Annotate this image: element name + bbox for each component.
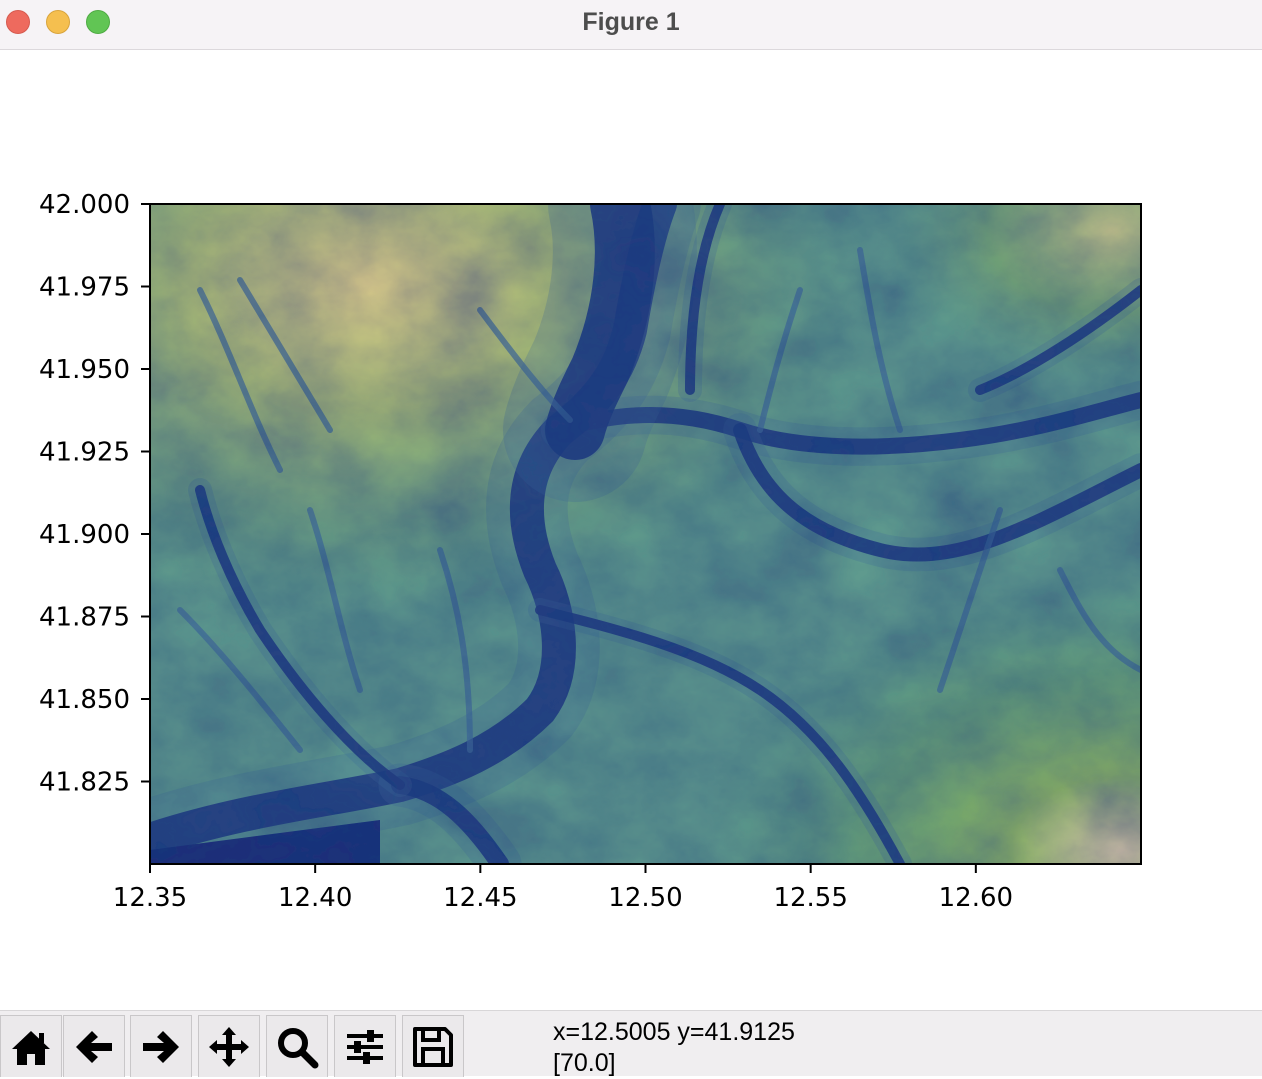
back-button[interactable] — [63, 1015, 125, 1077]
x-tick-label: 12.60 — [939, 883, 1013, 913]
minimize-window-button[interactable] — [46, 10, 70, 34]
heatmap-plot[interactable]: 12.35 12.40 12.45 12.50 12.55 12.60 42.000 41.… — [0, 50, 1262, 1010]
configure-subplots-button[interactable] — [334, 1015, 396, 1077]
valley-slope — [503, 204, 697, 502]
x-tick-label: 12.55 — [773, 883, 847, 913]
tributary — [437, 547, 473, 753]
y-tick-label: 41.975 — [39, 273, 130, 303]
tributary — [937, 507, 1003, 693]
tributary — [757, 287, 803, 433]
valley-slope — [528, 598, 912, 864]
y-tick-label: 41.950 — [39, 355, 130, 385]
home-button[interactable] — [0, 1015, 62, 1077]
y-tick-label: 41.925 — [39, 438, 130, 468]
tributary — [177, 607, 303, 753]
valley-slope — [678, 204, 732, 402]
arrow-left-icon — [76, 1030, 112, 1063]
y-axis: 42.000 41.975 41.950 41.925 41.900 41.875 41.8… — [39, 190, 150, 798]
floppy-disk-icon — [413, 1026, 453, 1067]
valley-slope — [723, 413, 1141, 572]
x-tick-label: 12.35 — [113, 883, 187, 913]
title-bar: Figure 1 — [0, 0, 1262, 50]
figure-canvas[interactable]: 12.35 12.40 12.45 12.50 12.55 12.60 42.000 41.… — [0, 50, 1262, 1010]
y-tick-label: 41.875 — [39, 603, 130, 633]
forward-button[interactable] — [130, 1015, 192, 1077]
tributary — [1057, 567, 1141, 673]
y-tick-label: 41.825 — [39, 768, 130, 798]
cursor-readout: x=12.5005 y=41.9125 [70.0] — [553, 1017, 795, 1079]
tributary — [307, 507, 363, 693]
valley-slope — [188, 478, 412, 797]
cursor-value: [70.0] — [553, 1049, 616, 1077]
navigation-toolbar: x=12.5005 y=41.9125 [70.0] — [0, 1010, 1262, 1079]
maximize-window-button[interactable] — [86, 10, 110, 34]
pan-button[interactable] — [198, 1015, 260, 1077]
zoom-button[interactable] — [266, 1015, 328, 1077]
valley-area — [150, 820, 380, 864]
tributary — [477, 307, 573, 423]
valley-slope — [968, 278, 1141, 402]
tributary — [857, 247, 903, 433]
y-tick-label: 41.900 — [39, 520, 130, 550]
heatmap-image — [150, 204, 1141, 864]
x-tick-label: 12.40 — [278, 883, 352, 913]
tributary — [197, 287, 283, 473]
arrow-right-icon — [143, 1030, 179, 1063]
close-window-button[interactable] — [6, 10, 30, 34]
cursor-coordinates: x=12.5005 y=41.9125 — [553, 1018, 795, 1046]
x-tick-label: 12.45 — [443, 883, 517, 913]
x-axis: 12.35 12.40 12.45 12.50 12.55 12.60 — [113, 864, 1013, 913]
magnifier-icon — [278, 1027, 319, 1068]
home-icon — [12, 1030, 50, 1065]
move-icon — [209, 1026, 249, 1067]
save-button[interactable] — [402, 1015, 464, 1077]
y-tick-label: 42.000 — [39, 190, 130, 220]
window-title: Figure 1 — [582, 8, 680, 36]
valley-slope — [378, 763, 522, 864]
tributary — [237, 277, 333, 433]
sliders-icon — [347, 1029, 383, 1064]
x-tick-label: 12.50 — [608, 883, 682, 913]
y-tick-label: 41.850 — [39, 685, 130, 715]
